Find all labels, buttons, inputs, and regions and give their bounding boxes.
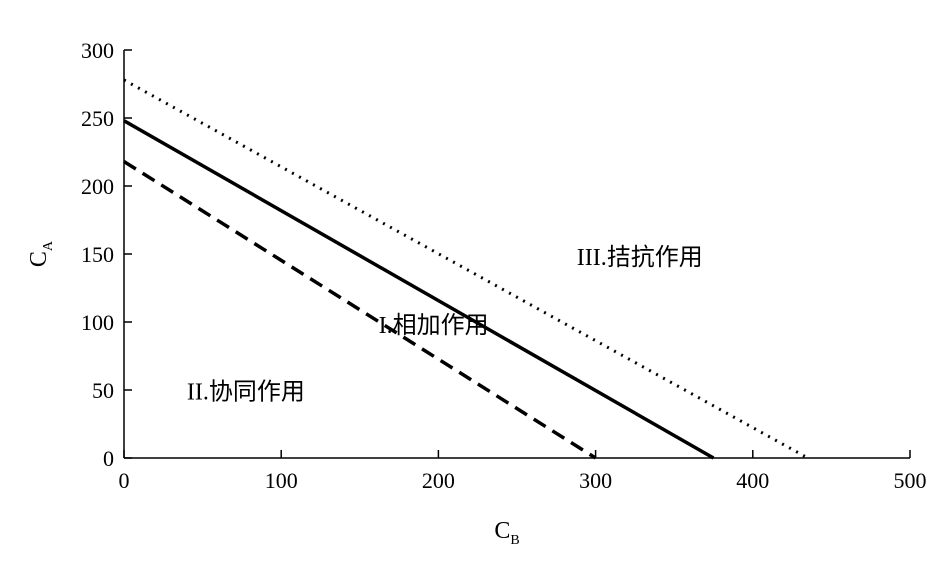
y-ticks: 0 50 100 150 200 250 300 [81,38,132,471]
y-axis-title: CA [26,240,56,267]
region-1-label: I.相加作用 [379,312,489,339]
region-2-label: II.协同作用 [187,379,305,406]
x-tick-label: 500 [894,468,927,493]
region-3-label: III.拮抗作用 [577,244,703,271]
annotations: III.拮抗作用 I.相加作用 II.协同作用 [187,244,703,406]
y-axis-title-main: C [26,251,52,267]
x-tick-label: 300 [579,468,612,493]
y-tick-label: 50 [92,378,114,403]
x-tick-label: 400 [736,468,769,493]
y-tick-label: 300 [81,38,114,63]
y-tick-label: 0 [103,446,114,471]
x-axis-title: CB [494,518,519,548]
y-tick-label: 250 [81,106,114,131]
y-axis-title-sub: A [41,240,56,251]
x-axis-title-sub: B [510,533,519,548]
series-group [123,78,809,460]
y-tick-label: 100 [81,310,114,335]
x-axis-title-main: C [494,518,510,544]
x-tick-label: 0 [119,468,130,493]
series-line-dashed [123,160,597,460]
x-tick-label: 200 [422,468,455,493]
x-tick-label: 100 [265,468,298,493]
y-tick-label: 200 [81,174,114,199]
x-ticks: 0 100 200 300 400 500 [119,450,927,493]
axes: 0 100 200 300 400 500 0 50 100 150 200 250 300 [81,38,927,493]
series-line-solid [123,119,715,460]
y-tick-label: 150 [81,242,114,267]
